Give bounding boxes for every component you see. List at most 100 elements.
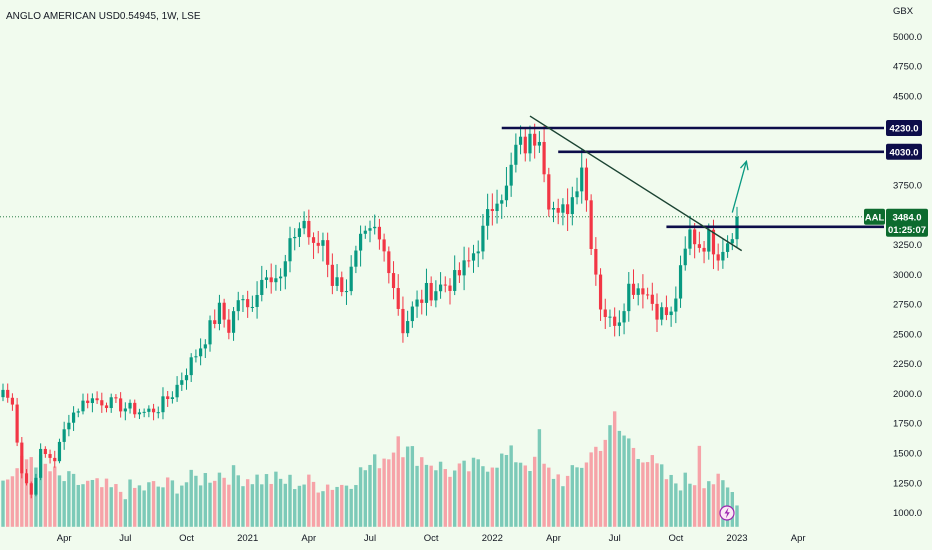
volume-bar	[410, 446, 415, 527]
y-tick-label: 2000.0	[893, 389, 922, 400]
volume-bar	[250, 484, 255, 527]
candle-body	[495, 203, 499, 212]
candle-body	[584, 167, 589, 201]
volume-bar	[589, 452, 593, 527]
lightning-icon[interactable]	[719, 505, 735, 521]
volume-bar	[561, 486, 565, 527]
candle-body	[137, 412, 142, 415]
y-tick-label: 1000.0	[893, 508, 922, 519]
volume-bar	[151, 481, 156, 527]
volume-bar	[104, 478, 109, 527]
candle-body	[344, 291, 349, 293]
candle-body	[721, 251, 725, 261]
volume-bar	[208, 482, 212, 527]
candle-body	[730, 239, 734, 244]
candle-body	[269, 277, 273, 283]
candle-body	[34, 477, 38, 495]
candle-body	[608, 316, 612, 318]
candle-body	[128, 402, 132, 409]
candle-body	[184, 375, 189, 381]
projection-arrow[interactable]	[731, 161, 748, 213]
volume-bar	[203, 473, 208, 527]
candle-body	[246, 299, 250, 308]
volume-bar	[617, 430, 622, 527]
volume-bar	[175, 493, 179, 527]
volume-bar	[674, 483, 678, 527]
candle-body	[76, 411, 80, 413]
candle-body	[90, 398, 94, 404]
volume-bar	[547, 467, 551, 527]
volume-bar	[274, 471, 278, 527]
level-tag	[886, 120, 922, 136]
volume-bar	[373, 454, 377, 527]
candle-body	[387, 251, 391, 274]
candle-body	[20, 442, 24, 474]
candle-body	[100, 400, 104, 406]
candle-body	[518, 136, 523, 145]
volume-bar	[311, 481, 316, 527]
volume-bar	[109, 487, 113, 527]
volume-bar	[302, 484, 306, 527]
candle-body	[147, 408, 151, 412]
candle-body	[57, 441, 62, 462]
volume-bar	[123, 499, 128, 527]
x-tick-label: Apr	[301, 533, 316, 544]
x-tick-label: 2023	[726, 533, 747, 544]
volume-bar	[118, 491, 123, 527]
volume-bar	[260, 484, 264, 527]
time-axis[interactable]: Apr Jul Oct 2021 Apr Jul Oct 2022 Apr Jul Oct 2023 A…	[57, 533, 806, 544]
volume-bar	[198, 485, 203, 527]
candle-body	[594, 248, 598, 275]
current-price-label: 3484.0	[892, 212, 921, 223]
volume-bar	[627, 438, 631, 527]
price-axis[interactable]: 1000.0 1250.0 1500.0 1750.0 2000.0 2250.0 2500…	[864, 32, 928, 519]
volume-bar	[452, 470, 457, 527]
candle-body	[288, 238, 292, 262]
volume-bar	[358, 467, 363, 527]
volume-bar	[24, 459, 29, 527]
volume-bar	[20, 455, 24, 527]
candle-body	[119, 398, 123, 412]
volume-bar	[330, 489, 335, 527]
candle-body	[453, 270, 457, 291]
y-tick-label: 2750.0	[893, 300, 922, 311]
volume-bar	[476, 459, 480, 527]
candle-body	[236, 300, 240, 312]
candle-body	[29, 483, 33, 495]
candle-body	[43, 448, 47, 455]
candle-body	[297, 228, 302, 237]
volume-bar	[532, 456, 537, 527]
volume-bar	[631, 447, 636, 527]
level-tag	[886, 143, 922, 160]
candle-body	[547, 174, 551, 210]
volume-bar	[81, 484, 85, 527]
candle-body	[434, 291, 438, 301]
volume-bar	[142, 490, 146, 527]
candle-body	[424, 282, 429, 303]
trend-line[interactable]	[529, 115, 743, 252]
candle-body	[509, 164, 513, 186]
candle-body	[603, 309, 607, 318]
volume-bar	[278, 478, 283, 527]
drawings[interactable]	[529, 115, 749, 252]
volume-bar	[283, 483, 288, 527]
candle-body	[391, 273, 396, 289]
candle-body	[613, 316, 617, 326]
x-tick-label: Jul	[609, 533, 621, 544]
horizontal-levels[interactable]	[501, 126, 884, 229]
symbol-tag-label: AAL	[865, 212, 885, 223]
volume-bar	[542, 463, 546, 527]
candle-body	[15, 404, 19, 443]
volume-bar	[660, 464, 664, 527]
candle-body	[566, 204, 570, 215]
volume-bar	[6, 479, 10, 527]
candle-body	[420, 299, 424, 303]
candle-body	[575, 191, 579, 198]
candle-body	[222, 302, 226, 320]
y-tick-label: 1500.0	[893, 449, 922, 460]
currency-label: GBX	[893, 6, 914, 17]
candle-body	[67, 422, 71, 430]
y-tick-label: 5000.0	[893, 32, 922, 43]
candle-body	[363, 230, 367, 234]
